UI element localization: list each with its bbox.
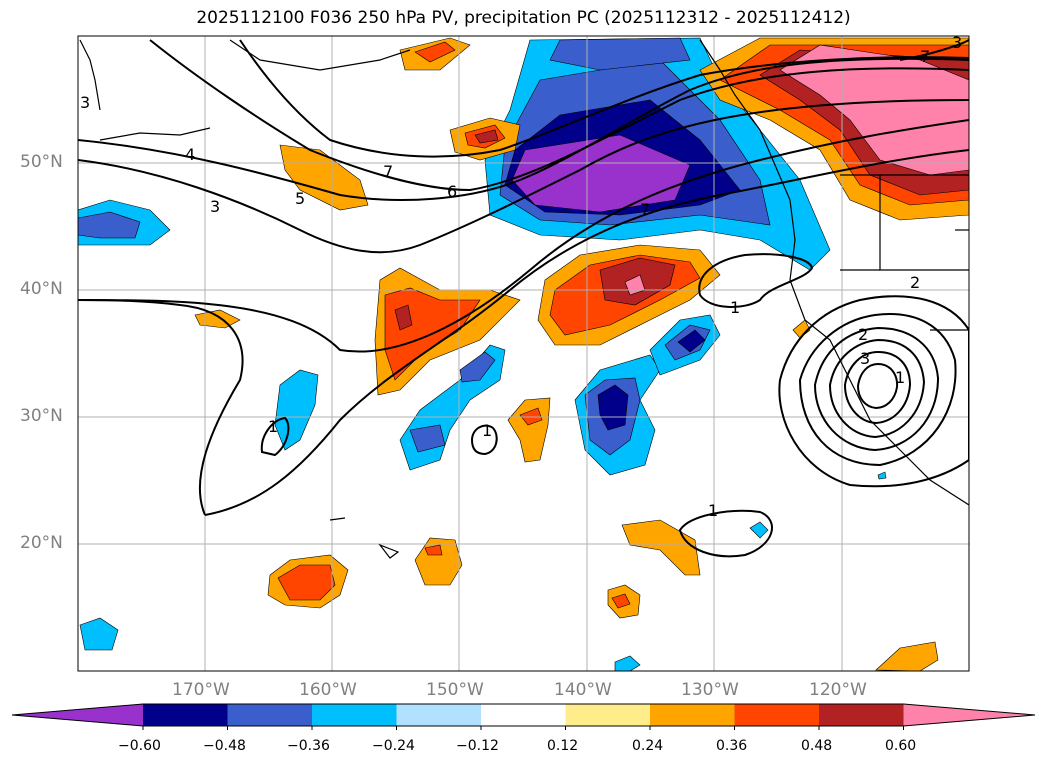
colorbar-tick: 0.48 bbox=[801, 738, 833, 754]
lon-label-120w: 120°W bbox=[809, 680, 867, 700]
colorbar-segment bbox=[396, 704, 482, 726]
colorbar-segment bbox=[481, 704, 566, 726]
svg-text:1: 1 bbox=[708, 501, 718, 520]
colorbar-tick: 0.12 bbox=[547, 738, 579, 754]
colorbar-tick: −0.24 bbox=[372, 738, 415, 754]
colorbar-tick: 0.24 bbox=[632, 738, 664, 754]
svg-text:6: 6 bbox=[447, 182, 457, 201]
map-title: 2025112100 F036 250 hPa PV, precipitatio… bbox=[196, 8, 851, 28]
colorbar-segment bbox=[650, 704, 735, 726]
lon-label-170w: 170°W bbox=[172, 680, 230, 700]
colorbar-tick: −0.12 bbox=[456, 738, 499, 754]
colorbar-tick: 0.60 bbox=[885, 738, 917, 754]
colorbar-segment bbox=[819, 704, 904, 726]
svg-text:3: 3 bbox=[80, 93, 90, 112]
svg-text:2: 2 bbox=[858, 325, 868, 344]
colorbar-tick: −0.60 bbox=[118, 738, 161, 754]
svg-text:7: 7 bbox=[640, 200, 650, 219]
colorbar-tick: −0.48 bbox=[203, 738, 246, 754]
svg-text:7: 7 bbox=[920, 47, 930, 66]
pv-contours bbox=[78, 39, 969, 558]
svg-text:1: 1 bbox=[730, 298, 740, 317]
lon-label-140w: 140°W bbox=[554, 680, 612, 700]
svg-text:1: 1 bbox=[482, 421, 492, 440]
gridlines bbox=[78, 36, 969, 671]
svg-text:1: 1 bbox=[895, 368, 905, 387]
lon-label-130w: 130°W bbox=[681, 680, 739, 700]
svg-text:2: 2 bbox=[910, 273, 920, 292]
colorbar-extend-high bbox=[903, 704, 1035, 726]
lon-label-150w: 150°W bbox=[426, 680, 484, 700]
lat-label-30n: 30°N bbox=[20, 406, 63, 426]
colorbar-segment bbox=[565, 704, 651, 726]
colorbar bbox=[11, 703, 1036, 730]
colorbar-segment bbox=[734, 704, 820, 726]
colorbar-segment bbox=[227, 704, 313, 726]
contour-labels: 3 4 5 6 7 7 7 1 1 1 1 1 2 2 3 3 3 bbox=[80, 33, 962, 520]
colorbar-tick: −0.36 bbox=[287, 738, 330, 754]
colorbar-segment bbox=[312, 704, 397, 726]
svg-text:7: 7 bbox=[383, 162, 393, 181]
svg-text:3: 3 bbox=[952, 33, 962, 52]
svg-text:3: 3 bbox=[860, 349, 870, 368]
svg-text:1: 1 bbox=[268, 417, 278, 436]
svg-text:4: 4 bbox=[185, 145, 195, 164]
lat-label-40n: 40°N bbox=[20, 279, 63, 299]
lat-label-50n: 50°N bbox=[20, 152, 63, 172]
lat-label-20n: 20°N bbox=[20, 533, 63, 553]
colorbar-tick: 0.36 bbox=[716, 738, 748, 754]
svg-text:5: 5 bbox=[295, 189, 305, 208]
colorbar-segment bbox=[143, 704, 228, 726]
lon-label-160w: 160°W bbox=[299, 680, 357, 700]
colorbar-extend-low bbox=[12, 704, 143, 726]
svg-text:3: 3 bbox=[210, 197, 220, 216]
